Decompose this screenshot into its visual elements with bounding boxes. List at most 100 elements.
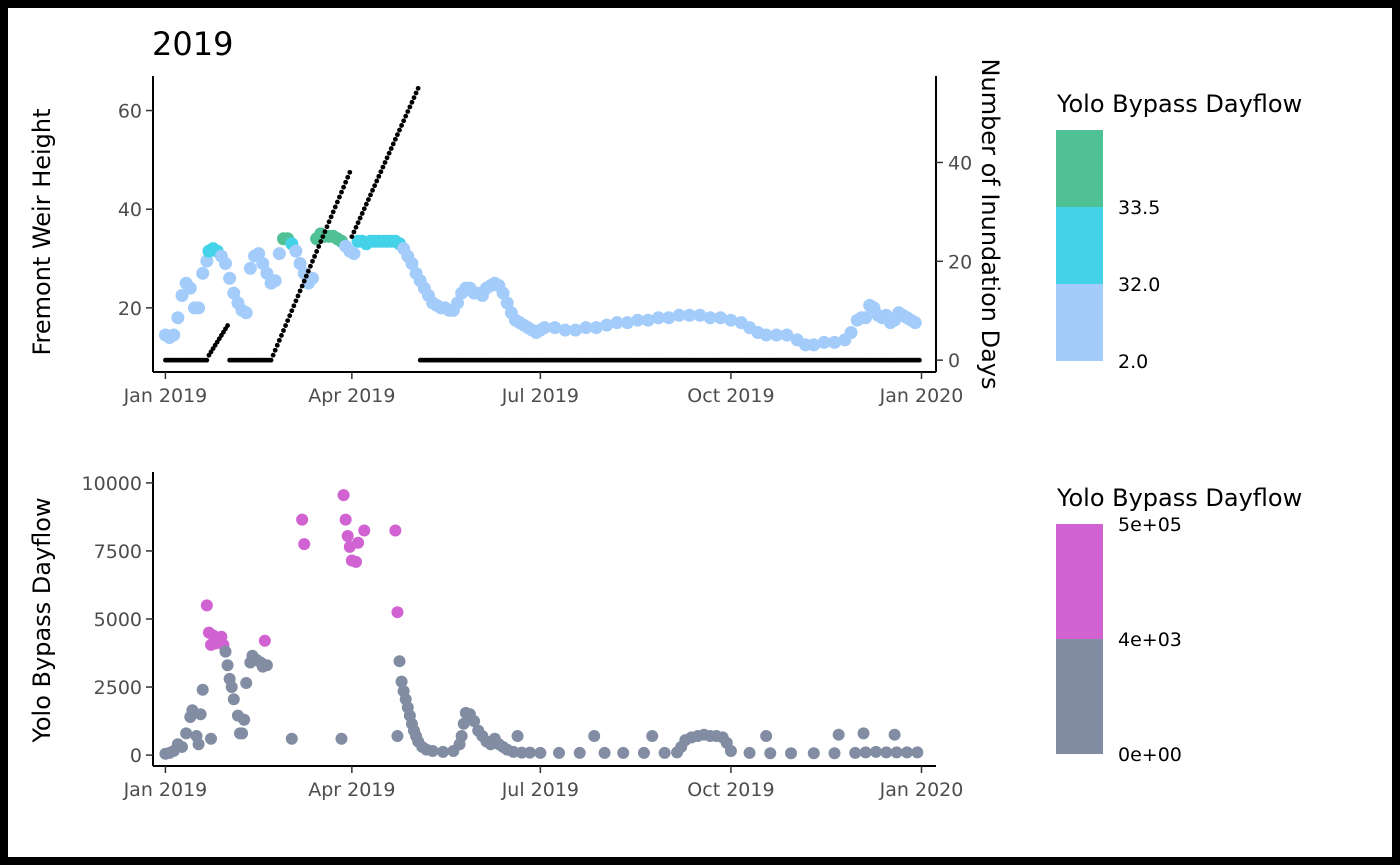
weir-height-point: [272, 247, 286, 261]
dayflow-point: [391, 730, 404, 743]
dayflow-point: [337, 489, 350, 502]
weir-height-point: [496, 286, 510, 300]
weir-height-point: [807, 338, 821, 352]
dayflow-point: [515, 746, 528, 759]
weir-height-point: [693, 308, 707, 322]
bottom-legend-label: 4e+03: [1118, 629, 1182, 651]
inundation-day-point: [316, 244, 322, 249]
bottom-y-tick-label: 7500: [94, 541, 142, 563]
dayflow-point: [352, 536, 365, 549]
dayflow-point: [658, 746, 671, 759]
inundation-day-point: [268, 357, 274, 363]
inundation-day-point: [299, 283, 305, 289]
inundation-day-point: [376, 173, 382, 179]
top-y-axis-title: Fremont Weir Height: [28, 108, 56, 355]
dayflow-point: [176, 740, 188, 753]
dayflow-point: [240, 676, 253, 689]
inundation-day-point: [320, 234, 326, 240]
weir-height-point: [405, 256, 419, 270]
top-legend-label: 33.5: [1118, 197, 1160, 219]
bottom-legend-label: 5e+05: [1118, 514, 1182, 536]
weir-height-point: [192, 301, 206, 315]
dayflow-point: [637, 746, 650, 759]
inundation-day-point: [293, 298, 299, 304]
bottom-y-tick-label: 10000: [82, 473, 142, 495]
inundation-day-point: [413, 90, 419, 96]
dayflow-point: [869, 745, 882, 758]
inundation-day-point: [274, 342, 280, 348]
weir-height-point: [770, 328, 783, 342]
inundation-day-point: [403, 113, 409, 119]
bottom-y-tick-label: 5000: [94, 609, 142, 631]
inundation-day-point: [372, 183, 378, 189]
dayflow-point: [849, 746, 862, 759]
dayflow-point: [764, 747, 777, 760]
weir-height-point: [196, 266, 210, 280]
figure-svg: 2019 Fremont Weir Height Number of Inund…: [28, 25, 1302, 801]
bottom-x-tick-label: Jan 2020: [879, 779, 964, 801]
inundation-day-point: [295, 293, 301, 299]
weir-height-point: [620, 316, 634, 330]
weir-height-point: [293, 256, 307, 270]
weir-height-point: [569, 323, 583, 337]
dayflow-point: [911, 746, 924, 759]
weir-height-point: [252, 247, 266, 261]
dayflow-point: [258, 634, 271, 647]
dayflow-point: [880, 746, 893, 759]
plot-title: 2019: [152, 25, 233, 63]
dayflow-point: [724, 745, 737, 758]
inundation-day-point: [349, 234, 355, 240]
inundation-day-point: [310, 258, 315, 264]
inundation-day-point: [378, 169, 384, 175]
inundation-day-point: [204, 357, 210, 363]
inundation-day-point: [357, 215, 363, 221]
dayflow-point: [743, 746, 756, 759]
dayflow-point: [200, 599, 213, 612]
weir-height-point: [175, 289, 189, 303]
inundation-day-point: [285, 318, 291, 324]
inundation-day-point: [289, 308, 295, 314]
inundation-day-point: [326, 219, 332, 225]
dayflow-point: [534, 746, 547, 759]
inundation-day-point: [345, 174, 351, 180]
top-y-tick-label: 40: [118, 199, 142, 221]
inundation-day-point: [405, 109, 411, 114]
inundation-day-point: [374, 178, 380, 184]
top-legend-title: Yolo Bypass Dayflow: [1056, 90, 1302, 118]
inundation-day-point: [301, 278, 307, 284]
weir-height-point: [817, 335, 831, 349]
inundation-day-point: [397, 127, 402, 133]
inundation-day-point: [312, 253, 317, 259]
dayflow-point: [221, 659, 234, 672]
bottom-x-tick-label: Jan 2019: [123, 779, 208, 801]
weir-height-point: [223, 271, 237, 285]
top-legend-label: 32.0: [1118, 274, 1160, 296]
dayflow-point: [180, 727, 193, 740]
dayflow-point: [468, 715, 481, 728]
top-x-tick-label: Jan 2020: [879, 385, 964, 407]
inundation-day-point: [324, 224, 330, 230]
dayflow-point: [196, 683, 209, 696]
dayflow-point: [760, 730, 773, 743]
top-legend: 33.5 32.0 2.0: [1056, 130, 1160, 373]
dayflow-point: [588, 730, 601, 743]
dayflow-point: [260, 659, 273, 672]
inundation-day-point: [339, 189, 344, 195]
weir-height-point: [672, 308, 686, 322]
weir-height-point: [724, 313, 738, 327]
top-legend-swatch: [1056, 130, 1103, 207]
dayflow-point: [395, 675, 408, 688]
weir-height-point: [268, 274, 282, 288]
inundation-day-point: [401, 118, 407, 124]
weir-height-point: [256, 256, 270, 270]
inundation-day-point: [361, 206, 367, 212]
inundation-day-point: [343, 179, 349, 185]
inundation-day-point: [281, 328, 286, 333]
inundation-day-point: [305, 268, 311, 274]
dayflow-point: [426, 745, 439, 758]
inundation-day-point: [395, 132, 400, 138]
weir-height-point: [347, 247, 361, 261]
bottom-y-tick-label: 2500: [94, 677, 142, 699]
inundation-day-point: [407, 104, 413, 110]
inundation-day-point: [917, 357, 922, 363]
